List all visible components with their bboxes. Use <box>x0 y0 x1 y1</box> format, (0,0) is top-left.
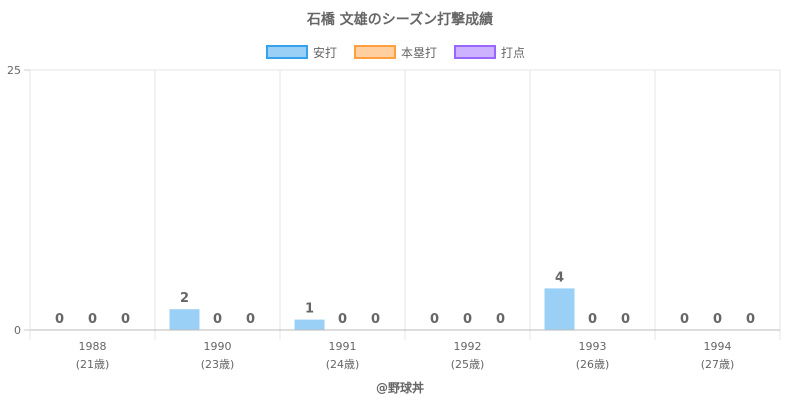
x-tick-label-1988: 1988 <box>79 340 107 353</box>
data-labels: 0 0 0 2 0 0 1 0 0 0 0 0 4 0 0 0 0 0 <box>55 270 755 327</box>
legend: 安打 本塁打 打点 <box>266 45 525 60</box>
chart-title: 石橋 文雄のシーズン打撃成績 <box>306 11 493 28</box>
value-label-1992-0: 0 <box>430 312 439 327</box>
axes: 0 25 1988 (21歳) 1990 (23歳) 1991 (24歳) 1992 (25歳) 1… <box>7 64 780 371</box>
x-tick-label-1990: 1990 <box>204 340 232 353</box>
x-tick-sublabel-1992: (25歳) <box>451 358 485 371</box>
x-tick-sublabel-1990: (23歳) <box>201 358 235 371</box>
value-label-1990-2: 0 <box>246 312 255 327</box>
bars <box>169 288 575 330</box>
x-tick-label-1993: 1993 <box>579 340 607 353</box>
legend-swatch-1[interactable] <box>354 45 396 59</box>
legend-swatch-0[interactable] <box>266 45 308 59</box>
value-label-1993-0: 4 <box>555 270 564 285</box>
value-label-1990-0: 2 <box>180 291 189 306</box>
value-label-1993-2: 0 <box>621 312 630 327</box>
value-label-1988-1: 0 <box>88 312 97 327</box>
value-label-1994-0: 0 <box>680 312 689 327</box>
x-tick-label-1994: 1994 <box>704 340 732 353</box>
value-label-1991-2: 0 <box>371 312 380 327</box>
value-label-1991-0: 1 <box>305 302 314 317</box>
value-label-1990-1: 0 <box>213 312 222 327</box>
y-tick-label-0: 0 <box>14 324 21 337</box>
value-label-1988-0: 0 <box>55 312 64 327</box>
value-label-1993-1: 0 <box>588 312 597 327</box>
value-label-1994-1: 0 <box>713 312 722 327</box>
legend-label-1[interactable]: 本塁打 <box>401 46 437 60</box>
bar-1993-0[interactable] <box>544 288 575 330</box>
value-label-1992-1: 0 <box>463 312 472 327</box>
x-tick-sublabel-1988: (21歳) <box>76 358 110 371</box>
value-label-1991-1: 0 <box>338 312 347 327</box>
legend-label-2[interactable]: 打点 <box>501 46 525 60</box>
legend-label-0[interactable]: 安打 <box>313 45 337 60</box>
x-tick-label-1992: 1992 <box>454 340 482 353</box>
bar-1990-0[interactable] <box>169 309 200 330</box>
value-label-1992-2: 0 <box>496 312 505 327</box>
x-tick-sublabel-1991: (24歳) <box>326 358 360 371</box>
x-tick-sublabel-1994: (27歳) <box>701 358 735 371</box>
x-tick-sublabel-1993: (26歳) <box>576 358 610 371</box>
grid <box>29 69 781 340</box>
legend-swatch-2[interactable] <box>454 45 496 59</box>
value-label-1994-2: 0 <box>746 312 755 327</box>
value-label-1988-2: 0 <box>121 312 130 327</box>
x-tick-label-1991: 1991 <box>329 340 357 353</box>
y-tick-label-25: 25 <box>7 64 21 77</box>
credit-text: @野球丼 <box>376 380 424 395</box>
bar-1991-0[interactable] <box>294 319 325 330</box>
